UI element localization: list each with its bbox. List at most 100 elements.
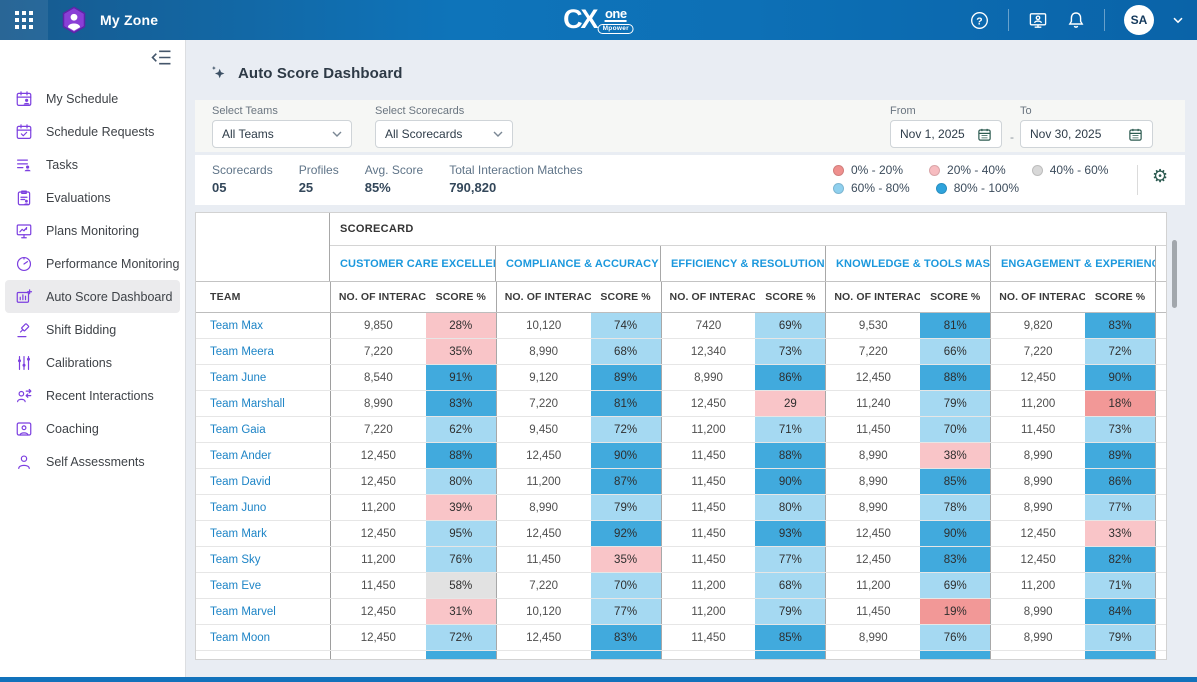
settings-gear-button[interactable]: ⚙	[1152, 167, 1168, 185]
team-link-team-marshall[interactable]: Team Marshall	[196, 391, 331, 416]
sidebar-item-plans-monitoring[interactable]: Plans Monitoring	[0, 214, 185, 247]
score-value: 85%	[920, 469, 990, 494]
vertical-scrollbar-thumb[interactable]	[1172, 240, 1177, 308]
to-date-field[interactable]: Nov 30, 2025	[1020, 120, 1153, 148]
score-value: 73%	[1085, 417, 1155, 442]
score-cell: 31%	[426, 599, 496, 624]
score-cell: 76%	[920, 625, 990, 650]
score-cell: 86%	[1085, 469, 1155, 494]
score-value: 62%	[426, 417, 496, 442]
score-value	[920, 651, 990, 659]
interactions-value: 11,450	[331, 573, 426, 598]
score-cell: 68%	[755, 573, 825, 598]
table-corner-cell	[196, 213, 330, 281]
user-menu-chevron-icon[interactable]	[1173, 17, 1183, 24]
from-date-field[interactable]: Nov 1, 2025	[890, 120, 1002, 148]
select-scorecards-label: Select Scorecards	[375, 105, 513, 117]
help-button[interactable]: ?	[970, 11, 989, 30]
screen-share-button[interactable]	[1028, 11, 1048, 30]
app-launcher-button[interactable]	[0, 0, 48, 40]
team-link-team-david[interactable]: Team David	[196, 469, 331, 494]
sidebar-item-calibrations[interactable]: Calibrations	[0, 346, 185, 379]
score-cell: 79%	[591, 495, 661, 520]
group-header-row: CUSTOMER CARE EXCELLENCECOMPLIANCE & ACC…	[330, 246, 1166, 281]
sidebar-item-shift-bidding[interactable]: Shift Bidding	[0, 313, 185, 346]
score-value: 76%	[426, 547, 496, 572]
sidebar-item-my-schedule[interactable]: My Schedule	[0, 82, 185, 115]
table-row: Team Ander12,45088%12,45090%11,45088%8,9…	[196, 443, 1166, 469]
scorecards-select[interactable]: All Scorecards	[375, 120, 513, 148]
score-cell: 33%	[1085, 521, 1155, 546]
coaching-icon	[15, 420, 33, 438]
teams-select[interactable]: All Teams	[212, 120, 352, 148]
stat-value: 25	[299, 180, 339, 195]
legend-item-20-40: 20% - 40%	[929, 163, 1006, 177]
team-link-team-eve[interactable]: Team Eve	[196, 573, 331, 598]
select-teams-label: Select Teams	[212, 105, 352, 117]
interactions-value: 10,120	[496, 313, 591, 338]
table-edge-sliver	[1155, 443, 1166, 468]
sidebar-item-performance-monitoring[interactable]: Performance Monitoring	[0, 247, 185, 280]
my-zone-logo-icon	[60, 6, 88, 34]
score-cell: 80%	[755, 495, 825, 520]
team-link-team-june[interactable]: Team June	[196, 365, 331, 390]
interactions-column-header: NO. OF INTERACTI...	[825, 282, 920, 312]
stat-label: Total Interaction Matches	[449, 163, 582, 177]
score-cell: 79%	[920, 391, 990, 416]
score-value: 89%	[1085, 443, 1155, 468]
sidebar-item-schedule-requests[interactable]: Schedule Requests	[0, 115, 185, 148]
sidebar-item-label: Plans Monitoring	[46, 224, 139, 238]
team-link-team-mark[interactable]: Team Mark	[196, 521, 331, 546]
interactions-value: 9,820	[990, 313, 1085, 338]
score-cell: 89%	[591, 365, 661, 390]
team-link-team-ander[interactable]: Team Ander	[196, 443, 331, 468]
team-link-team-sky[interactable]: Team Sky	[196, 547, 331, 572]
legend-dot	[833, 183, 844, 194]
table-edge-sliver	[1155, 625, 1166, 650]
table-row: Team Mark12,45095%12,45092%11,45093%12,4…	[196, 521, 1166, 547]
team-link-team-max[interactable]: Team Max	[196, 313, 331, 338]
interactions-value: 12,450	[331, 599, 426, 624]
score-cell: 86%	[755, 365, 825, 390]
notifications-button[interactable]	[1067, 11, 1085, 30]
table-edge-sliver	[1155, 246, 1166, 281]
interactions-value: 11,200	[990, 391, 1085, 416]
interactions-value: 12,450	[825, 365, 920, 390]
user-avatar[interactable]: SA	[1124, 5, 1154, 35]
sidebar-item-auto-score-dashboard[interactable]: Auto Score Dashboard	[5, 280, 180, 313]
cxone-logo: CX one Mpower	[563, 6, 634, 34]
interactions-value: 11,450	[661, 469, 756, 494]
score-cell: 90%	[920, 521, 990, 546]
team-link-team-moon[interactable]: Team Moon	[196, 625, 331, 650]
sidebar-item-recent-interactions[interactable]: Recent Interactions	[0, 379, 185, 412]
table-row: Team Sky11,20076%11,45035%11,45077%12,45…	[196, 547, 1166, 573]
score-cell: 85%	[920, 469, 990, 494]
interactions-value	[661, 651, 756, 659]
interactions-value: 12,450	[331, 625, 426, 650]
sidebar-item-tasks[interactable]: Tasks	[0, 148, 185, 181]
interactions-value: 8,990	[496, 339, 591, 364]
sidebar-item-evaluations[interactable]: Evaluations	[0, 181, 185, 214]
score-value: 69%	[755, 313, 825, 338]
auto-score-dashboard-icon	[15, 288, 33, 306]
legend-dot	[929, 165, 940, 176]
interactions-value: 8,990	[990, 625, 1085, 650]
stat-value: 85%	[365, 180, 423, 195]
table-edge-sliver	[1155, 339, 1166, 364]
sparkle-icon	[209, 64, 228, 83]
score-value: 90%	[920, 521, 990, 546]
recent-interactions-icon	[15, 387, 33, 405]
score-cell: 69%	[920, 573, 990, 598]
score-value: 80%	[755, 495, 825, 520]
team-link-team-meera[interactable]: Team Meera	[196, 339, 331, 364]
score-value: 72%	[426, 625, 496, 650]
sidebar-item-coaching[interactable]: Coaching	[0, 412, 185, 445]
divider	[1008, 9, 1009, 31]
team-link-team-marvel[interactable]: Team Marvel	[196, 599, 331, 624]
interactions-value: 11,450	[661, 443, 756, 468]
team-link-team-gaia[interactable]: Team Gaia	[196, 417, 331, 442]
score-cell: 79%	[1085, 625, 1155, 650]
sidebar-item-self-assessments[interactable]: Self Assessments	[0, 445, 185, 478]
sidebar-collapse-button[interactable]	[151, 49, 172, 66]
team-link-team-juno[interactable]: Team Juno	[196, 495, 331, 520]
